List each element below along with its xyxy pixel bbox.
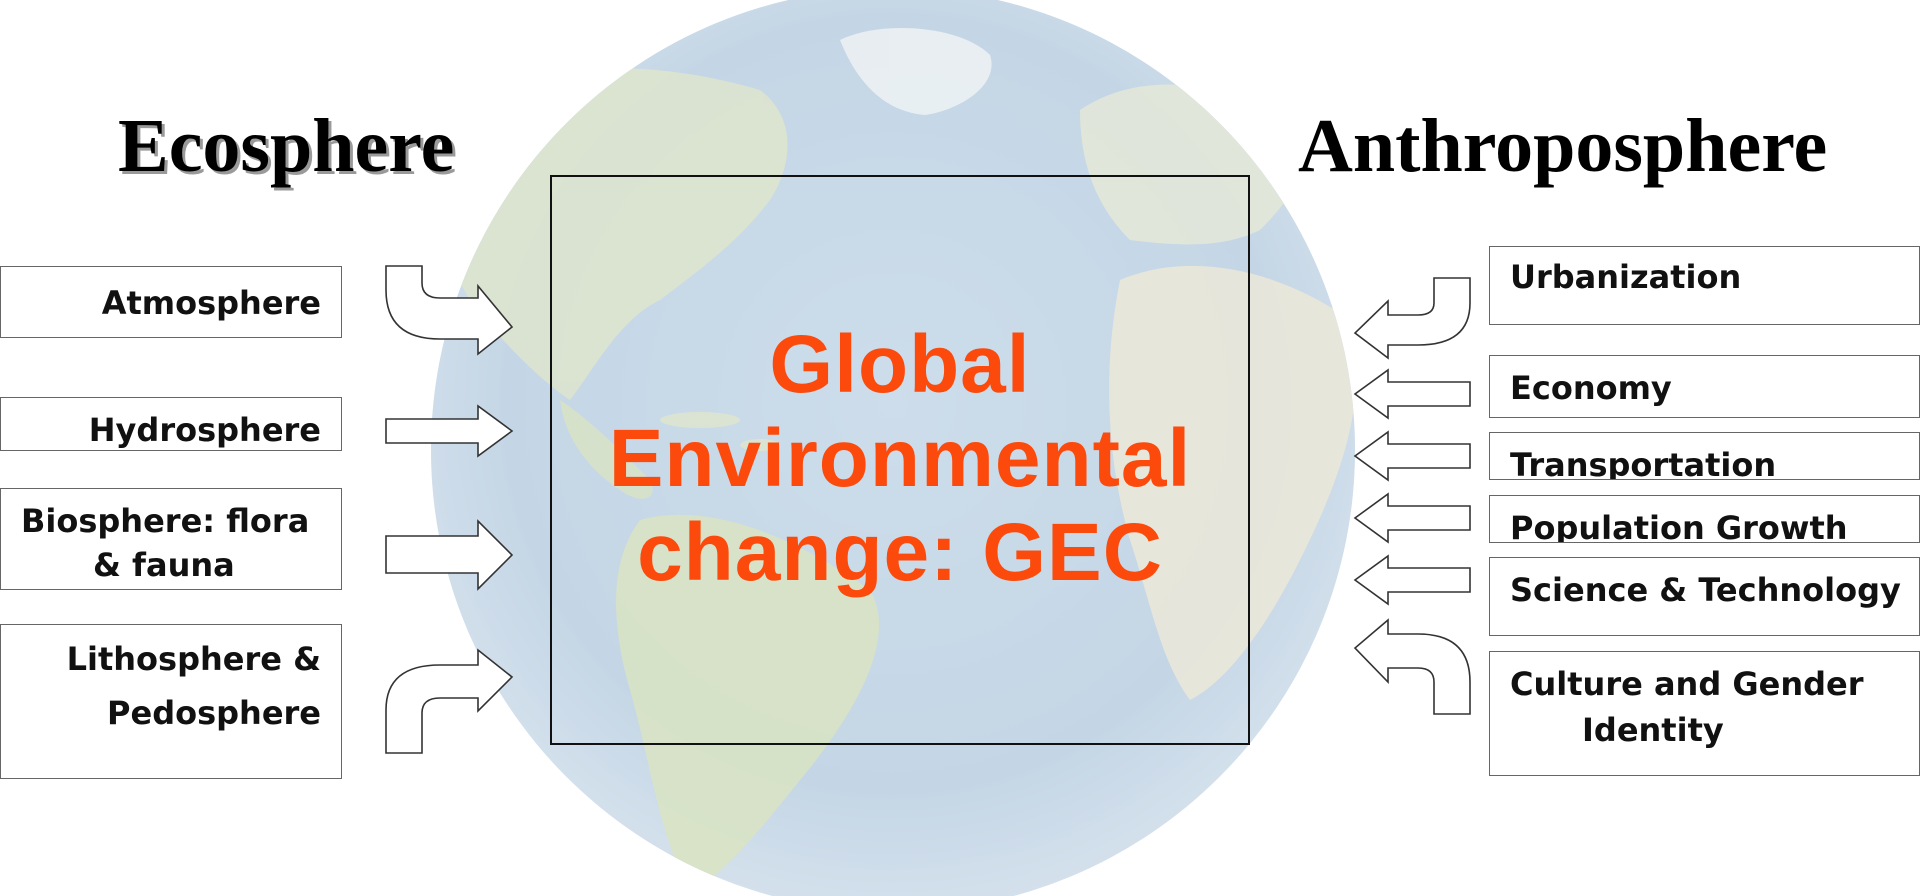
arrow-economy bbox=[1353, 368, 1471, 420]
land-central-america bbox=[560, 400, 653, 499]
ecosphere-item-label: Atmosphere bbox=[101, 284, 321, 322]
anthroposphere-item-transportation: Transportation bbox=[1489, 432, 1920, 480]
land-greenland bbox=[840, 28, 992, 115]
anthroposphere-item-culture-gender: Culture and Gender Identity bbox=[1489, 651, 1920, 776]
arrow-culture bbox=[1353, 618, 1471, 715]
arrow-atmosphere bbox=[385, 265, 514, 356]
gec-title-line: change: GEC bbox=[637, 507, 1163, 598]
gec-title-line: Global bbox=[769, 319, 1031, 410]
ecosphere-item-lithosphere: Lithosphere & Pedosphere bbox=[0, 624, 342, 779]
anthroposphere-item-economy: Economy bbox=[1489, 355, 1920, 418]
gec-title-line: Environmental bbox=[608, 413, 1192, 504]
anthroposphere-item-label: Transportation bbox=[1510, 446, 1777, 480]
anthroposphere-item-label-line2: Identity bbox=[1582, 711, 1724, 749]
arrow-urbanization bbox=[1353, 277, 1471, 360]
ecosphere-item-label-line2: & fauna bbox=[93, 546, 235, 584]
ecosphere-item-label-line2: Pedosphere bbox=[107, 694, 321, 732]
ecosphere-title: Ecosphere bbox=[118, 104, 455, 188]
arrow-science bbox=[1353, 554, 1471, 606]
gec-frame bbox=[550, 175, 1250, 745]
anthroposphere-item-science-technology: Science & Technology bbox=[1489, 557, 1920, 636]
anthroposphere-item-label: Science & Technology bbox=[1510, 571, 1901, 609]
ecosphere-item-label: Hydrosphere bbox=[88, 411, 321, 449]
arrow-biosphere bbox=[385, 519, 514, 591]
anthroposphere-item-urbanization: Urbanization bbox=[1489, 246, 1920, 325]
anthroposphere-title: Anthroposphere bbox=[1298, 104, 1828, 188]
arrow-hydrosphere bbox=[385, 404, 514, 458]
ecosphere-item-label: Biosphere: flora bbox=[21, 502, 310, 540]
anthroposphere-item-label: Economy bbox=[1510, 369, 1672, 407]
ecosphere-item-label: Lithosphere & bbox=[66, 640, 321, 678]
anthroposphere-item-label: Population Growth bbox=[1510, 509, 1848, 543]
anthroposphere-item-label: Culture and Gender bbox=[1510, 665, 1864, 703]
ecosphere-item-atmosphere: Atmosphere bbox=[0, 266, 342, 338]
arrow-transportation bbox=[1353, 430, 1471, 482]
land-africa bbox=[1109, 265, 1355, 700]
ecosphere-item-hydrosphere: Hydrosphere bbox=[0, 397, 342, 451]
gec-title: Global Environmental change: GEC bbox=[550, 318, 1250, 600]
anthroposphere-item-label: Urbanization bbox=[1510, 258, 1742, 296]
ecosphere-item-biosphere: Biosphere: flora & fauna bbox=[0, 488, 342, 590]
arrow-population bbox=[1353, 492, 1471, 544]
anthroposphere-item-population-growth: Population Growth bbox=[1489, 495, 1920, 543]
arrow-lithosphere bbox=[385, 648, 514, 754]
land-south-america bbox=[616, 514, 880, 890]
